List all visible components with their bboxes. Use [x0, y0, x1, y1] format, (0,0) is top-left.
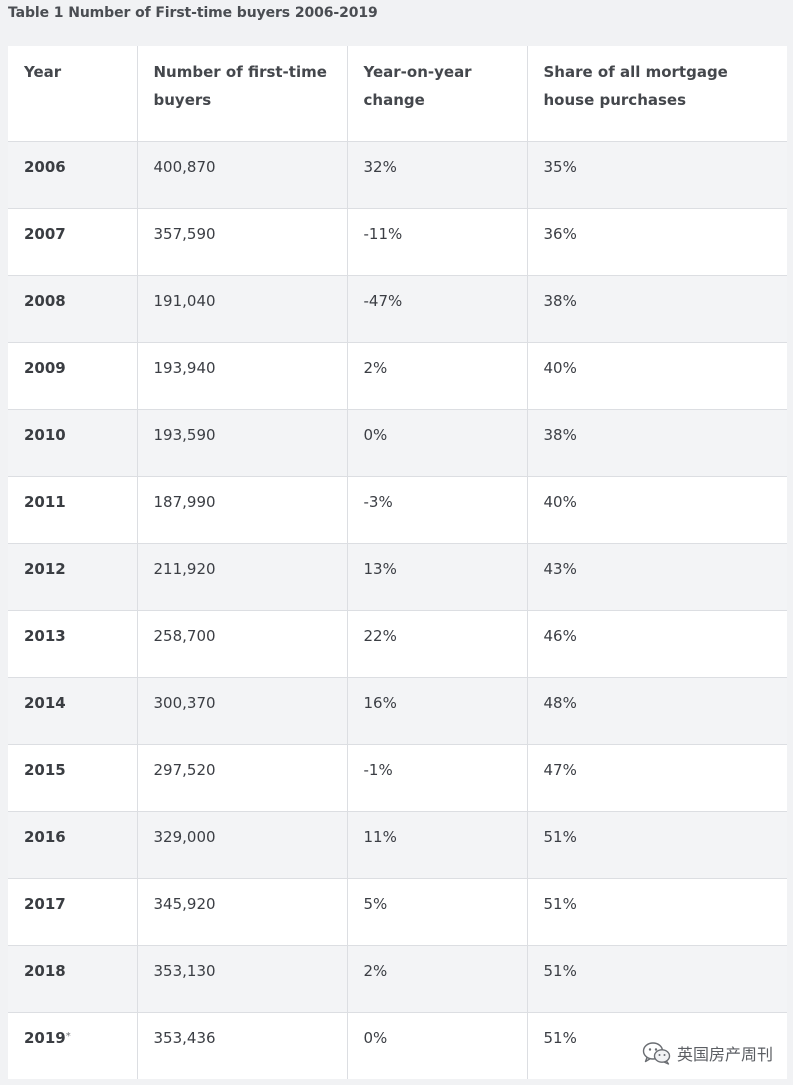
- footnote-marker: *: [65, 1030, 71, 1042]
- cell-buyers: 187,990: [136, 476, 347, 543]
- cell-yoy-change: 0%: [346, 1012, 527, 1079]
- cell-yoy-change: 16%: [346, 677, 527, 744]
- table-caption: Table 1 Number of First-time buyers 2006…: [8, 5, 378, 21]
- cell-mortgage-share: 46%: [526, 610, 787, 677]
- first-time-buyers-table: Year Number of first-time buyers Year-on…: [8, 46, 787, 1079]
- wechat-icon: [642, 1041, 672, 1065]
- cell-yoy-change: 0%: [346, 409, 527, 476]
- year-value: 2009: [24, 358, 66, 377]
- cell-year: 2019*: [8, 1012, 137, 1079]
- year-value: 2007: [24, 224, 66, 243]
- header-yoy-change: Year-on-year change: [346, 46, 527, 141]
- cell-year: 2006: [8, 141, 137, 208]
- cell-mortgage-share: 51%: [526, 945, 787, 1012]
- cell-year: 2016: [8, 811, 137, 878]
- table-row: 2017 345,920 5% 51%: [8, 878, 787, 945]
- cell-mortgage-share: 35%: [526, 141, 787, 208]
- cell-buyers: 400,870: [136, 141, 347, 208]
- table-row: 2019* 353,436 0% 51%: [8, 1012, 787, 1079]
- watermark: 英国房产周刊: [642, 1041, 773, 1065]
- year-value: 2008: [24, 291, 66, 310]
- year-value: 2015: [24, 760, 66, 779]
- year-value: 2012: [24, 559, 66, 578]
- cell-yoy-change: -47%: [346, 275, 527, 342]
- cell-mortgage-share: 40%: [526, 476, 787, 543]
- year-value: 2014: [24, 693, 66, 712]
- header-year: Year: [24, 63, 62, 81]
- table-row: 2006 400,870 32% 35%: [8, 141, 787, 208]
- table-row: 2009 193,940 2% 40%: [8, 342, 787, 409]
- cell-yoy-change: 11%: [346, 811, 527, 878]
- cell-yoy-change: 2%: [346, 945, 527, 1012]
- cell-buyers: 193,590: [136, 409, 347, 476]
- table-row: 2015 297,520 -1% 47%: [8, 744, 787, 811]
- cell-buyers: 353,130: [136, 945, 347, 1012]
- table-row: 2010 193,590 0% 38%: [8, 409, 787, 476]
- year-value: 2017: [24, 894, 66, 913]
- cell-year: 2012: [8, 543, 137, 610]
- cell-buyers: 193,940: [136, 342, 347, 409]
- cell-mortgage-share: 51%: [526, 1012, 787, 1079]
- cell-buyers: 297,520: [136, 744, 347, 811]
- header-buyers: Number of first-time buyers: [136, 46, 347, 141]
- cell-buyers: 211,920: [136, 543, 347, 610]
- cell-mortgage-share: 48%: [526, 677, 787, 744]
- cell-buyers: 258,700: [136, 610, 347, 677]
- table-row: 2007 357,590 -11% 36%: [8, 208, 787, 275]
- cell-mortgage-share: 40%: [526, 342, 787, 409]
- cell-buyers: 300,370: [136, 677, 347, 744]
- cell-mortgage-share: 51%: [526, 811, 787, 878]
- cell-buyers: 353,436: [136, 1012, 347, 1079]
- cell-yoy-change: 2%: [346, 342, 527, 409]
- cell-buyers: 191,040: [136, 275, 347, 342]
- cell-buyers: 345,920: [136, 878, 347, 945]
- cell-year: 2010: [8, 409, 137, 476]
- cell-yoy-change: -3%: [346, 476, 527, 543]
- cell-yoy-change: -1%: [346, 744, 527, 811]
- cell-mortgage-share: 38%: [526, 275, 787, 342]
- table-row: 2012 211,920 13% 43%: [8, 543, 787, 610]
- watermark-text: 英国房产周刊: [676, 1045, 773, 1064]
- year-value: 2019: [24, 1028, 66, 1047]
- cell-year: 2015: [8, 744, 137, 811]
- year-value: 2006: [24, 157, 66, 176]
- cell-mortgage-share: 47%: [526, 744, 787, 811]
- year-value: 2016: [24, 827, 66, 846]
- table-row: 2016 329,000 11% 51%: [8, 811, 787, 878]
- table-header-row: Year Number of first-time buyers Year-on…: [8, 46, 787, 141]
- cell-mortgage-share: 36%: [526, 208, 787, 275]
- table-row: 2008 191,040 -47% 38%: [8, 275, 787, 342]
- cell-yoy-change: 5%: [346, 878, 527, 945]
- table-row: 2014 300,370 16% 48%: [8, 677, 787, 744]
- cell-year: 2013: [8, 610, 137, 677]
- cell-mortgage-share: 43%: [526, 543, 787, 610]
- cell-yoy-change: -11%: [346, 208, 527, 275]
- cell-year: 2017: [8, 878, 137, 945]
- header-mortgage-share: Share of all mortgage house purchases: [526, 46, 787, 141]
- table-row: 2011 187,990 -3% 40%: [8, 476, 787, 543]
- year-value: 2010: [24, 425, 66, 444]
- cell-buyers: 357,590: [136, 208, 347, 275]
- cell-year: 2007: [8, 208, 137, 275]
- cell-mortgage-share: 51%: [526, 878, 787, 945]
- cell-year: 2009: [8, 342, 137, 409]
- year-value: 2018: [24, 961, 66, 980]
- cell-year: 2008: [8, 275, 137, 342]
- cell-buyers: 329,000: [136, 811, 347, 878]
- cell-year: 2011: [8, 476, 137, 543]
- cell-mortgage-share: 38%: [526, 409, 787, 476]
- cell-yoy-change: 22%: [346, 610, 527, 677]
- cell-year: 2018: [8, 945, 137, 1012]
- cell-yoy-change: 13%: [346, 543, 527, 610]
- year-value: 2011: [24, 492, 66, 511]
- year-value: 2013: [24, 626, 66, 645]
- table-row: 2013 258,700 22% 46%: [8, 610, 787, 677]
- table-row: 2018 353,130 2% 51%: [8, 945, 787, 1012]
- cell-yoy-change: 32%: [346, 141, 527, 208]
- cell-year: 2014: [8, 677, 137, 744]
